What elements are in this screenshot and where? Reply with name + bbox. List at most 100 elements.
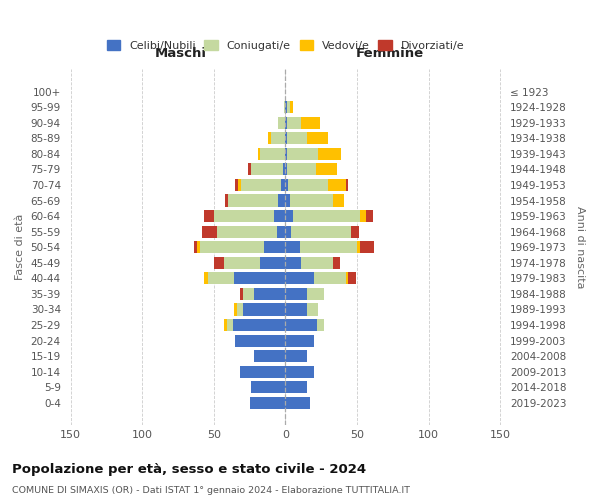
Bar	[286, 132, 287, 144]
Bar	[234, 272, 286, 284]
Bar	[204, 210, 214, 222]
Bar	[274, 210, 286, 222]
Bar	[224, 319, 227, 331]
Bar	[228, 194, 278, 206]
Bar	[352, 226, 359, 237]
Bar	[286, 334, 314, 346]
Bar	[197, 241, 200, 254]
Bar	[260, 256, 286, 269]
Bar	[278, 194, 286, 206]
Bar	[204, 272, 208, 284]
Bar	[260, 148, 286, 160]
Bar	[286, 164, 287, 175]
Bar	[287, 132, 307, 144]
Y-axis label: Anni di nascita: Anni di nascita	[575, 206, 585, 288]
Bar	[360, 210, 365, 222]
Bar	[300, 241, 357, 254]
Bar	[346, 179, 349, 191]
Bar	[235, 334, 286, 346]
Bar	[214, 210, 274, 222]
Bar	[286, 101, 287, 113]
Text: COMUNE DI SIMAXIS (OR) - Dati ISTAT 1° gennaio 2024 - Elaborazione TUTTITALIA.IT: COMUNE DI SIMAXIS (OR) - Dati ISTAT 1° g…	[12, 486, 410, 495]
Bar	[287, 148, 319, 160]
Bar	[307, 132, 328, 144]
Bar	[289, 179, 328, 191]
Bar	[286, 226, 291, 237]
Bar	[283, 164, 286, 175]
Bar	[241, 179, 281, 191]
Bar	[286, 148, 287, 160]
Bar	[357, 241, 360, 254]
Bar	[286, 397, 310, 409]
Bar	[264, 241, 286, 254]
Bar	[346, 272, 349, 284]
Bar	[224, 256, 260, 269]
Text: Maschi: Maschi	[155, 48, 207, 60]
Bar	[286, 256, 301, 269]
Bar	[307, 288, 324, 300]
Bar	[286, 241, 300, 254]
Text: Femmine: Femmine	[356, 48, 424, 60]
Bar	[301, 256, 333, 269]
Bar	[301, 116, 320, 128]
Bar	[286, 350, 307, 362]
Bar	[268, 132, 271, 144]
Bar	[202, 226, 217, 237]
Bar	[242, 304, 286, 316]
Bar	[365, 210, 373, 222]
Bar	[290, 101, 293, 113]
Bar	[254, 350, 286, 362]
Bar	[234, 304, 237, 316]
Bar	[248, 164, 251, 175]
Bar	[360, 241, 374, 254]
Bar	[217, 226, 277, 237]
Bar	[277, 226, 286, 237]
Bar	[238, 179, 241, 191]
Bar	[233, 319, 286, 331]
Bar	[208, 272, 234, 284]
Bar	[333, 194, 344, 206]
Bar	[286, 366, 314, 378]
Bar	[284, 101, 286, 113]
Bar	[237, 304, 242, 316]
Bar	[251, 382, 286, 394]
Bar	[254, 288, 286, 300]
Bar	[286, 116, 287, 128]
Bar	[328, 179, 346, 191]
Bar	[286, 382, 307, 394]
Bar	[287, 164, 316, 175]
Bar	[214, 256, 224, 269]
Bar	[200, 241, 264, 254]
Bar	[194, 241, 197, 254]
Bar	[290, 194, 333, 206]
Bar	[333, 256, 340, 269]
Bar	[250, 397, 286, 409]
Text: Popolazione per età, sesso e stato civile - 2024: Popolazione per età, sesso e stato civil…	[12, 462, 366, 475]
Bar	[287, 101, 290, 113]
Bar	[251, 164, 283, 175]
Bar	[242, 288, 254, 300]
Bar	[239, 288, 242, 300]
Bar	[239, 366, 286, 378]
Bar	[349, 272, 356, 284]
Legend: Celibi/Nubili, Coniugati/e, Vedovi/e, Divorziati/e: Celibi/Nubili, Coniugati/e, Vedovi/e, Di…	[102, 36, 469, 56]
Bar	[235, 179, 238, 191]
Bar	[286, 272, 314, 284]
Bar	[281, 179, 286, 191]
Bar	[307, 304, 319, 316]
Bar	[271, 132, 286, 144]
Bar	[286, 304, 307, 316]
Bar	[319, 148, 341, 160]
Bar	[286, 179, 289, 191]
Bar	[278, 116, 286, 128]
Y-axis label: Fasce di età: Fasce di età	[15, 214, 25, 280]
Bar	[286, 319, 317, 331]
Bar	[258, 148, 260, 160]
Bar	[314, 272, 346, 284]
Bar	[227, 319, 233, 331]
Bar	[286, 194, 290, 206]
Bar	[287, 116, 301, 128]
Bar	[291, 226, 352, 237]
Bar	[226, 194, 228, 206]
Bar	[286, 210, 293, 222]
